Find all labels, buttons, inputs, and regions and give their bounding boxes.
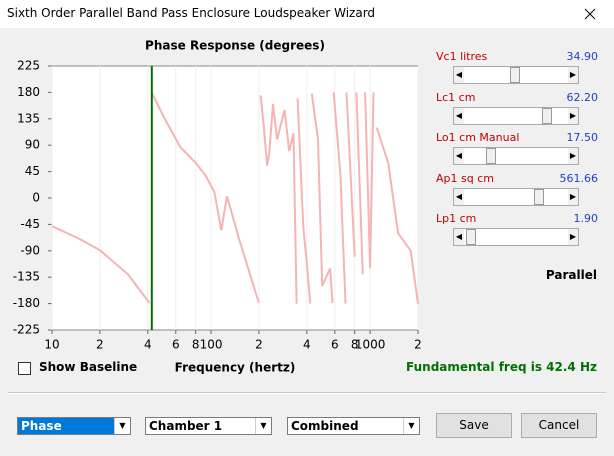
slider-value: 17.50 (566, 131, 599, 144)
x-tick-label: 2 (255, 338, 263, 352)
y-tick-label: 180 (17, 85, 40, 99)
slider[interactable]: ◀ ▶ (453, 66, 579, 84)
y-tick-label: -45 (20, 217, 40, 231)
separator (8, 392, 606, 394)
slider-arrow[interactable]: ▶ (568, 188, 578, 205)
y-tick-label: 90 (25, 138, 40, 152)
slider-label: Vc1 litres (436, 50, 488, 63)
slider-label: Lp1 cm (436, 212, 477, 225)
slider-arrow[interactable]: ◀ (454, 188, 464, 205)
x-tick-label: 4 (303, 338, 311, 352)
x-tick-label: 6 (172, 338, 180, 352)
plot-area (51, 65, 419, 331)
slider-arrow[interactable]: ◀ (454, 67, 464, 83)
slider-arrow[interactable]: ▶ (568, 107, 578, 124)
dropdown-arrow[interactable]: ▼ (255, 418, 271, 434)
slider[interactable]: ◀ ▶ (453, 187, 579, 206)
y-tick-label: -135 (13, 270, 40, 284)
x-axis-label: Frequency (hertz) (175, 361, 296, 375)
dropdown[interactable]: Phase ▼ (17, 417, 131, 435)
slider-value: 1.90 (573, 212, 599, 225)
slider-thumb[interactable] (542, 107, 552, 124)
dropdown-text: Combined (291, 419, 359, 433)
dropdown[interactable]: Chamber 1 ▼ (145, 417, 272, 435)
fundamental-label: Fundamental freq is 42.4 Hz (406, 360, 597, 374)
slider[interactable]: ◀ ▶ (453, 147, 579, 165)
window-title: Sixth Order Parallel Band Pass Enclosure… (7, 6, 376, 20)
slider-value: 561.66 (559, 171, 599, 185)
mode-label: Parallel (545, 268, 597, 282)
slider-arrow[interactable]: ◀ (454, 229, 464, 245)
checkbox-label[interactable]: Show Baseline (39, 360, 138, 374)
slider[interactable]: ◀ ▶ (453, 106, 579, 125)
title-bar: Sixth Order Parallel Band Pass Enclosure… (0, 0, 614, 28)
x-tick-label: 100 (200, 338, 223, 352)
x-tick-label: 10 (44, 338, 59, 352)
slider-arrow[interactable]: ◀ (454, 148, 464, 164)
button-text: Cancel (538, 418, 580, 432)
y-tick-label: -225 (13, 323, 40, 337)
chart-title: Phase Response (degrees) (145, 39, 325, 53)
y-tick-label: 225 (17, 59, 40, 73)
slider-label: Lc1 cm (436, 90, 476, 104)
slider-arrow[interactable]: ▶ (568, 148, 578, 164)
slider-arrow[interactable]: ◀ (454, 107, 464, 124)
x-tick-label: 8 (351, 338, 359, 352)
slider-value: 62.20 (566, 90, 599, 104)
y-tick-label: -180 (13, 296, 40, 310)
slider-thumb[interactable] (510, 67, 520, 83)
x-tick-label: 2 (96, 338, 104, 352)
slider-arrow[interactable]: ▶ (568, 67, 578, 83)
phase-line (51, 91, 419, 304)
slider-label: Lo1 cm Manual (436, 131, 520, 144)
slider-thumb[interactable] (486, 148, 496, 164)
y-tick-label: 0 (32, 191, 40, 205)
slider-value: 34.90 (566, 50, 599, 63)
dropdown-arrow[interactable]: ▼ (403, 418, 419, 434)
chart: Phase Response (degrees) Frequency (hert… (13, 39, 422, 375)
dropdown-arrow[interactable]: ▼ (114, 418, 130, 434)
slider-thumb[interactable] (534, 188, 544, 205)
dropdown-text: Chamber 1 (149, 419, 223, 433)
close-button[interactable] (584, 8, 596, 20)
button-text: Save (459, 418, 489, 432)
dropdown[interactable]: Combined ▼ (287, 417, 420, 435)
slider-label: Ap1 sq cm (436, 171, 494, 185)
y-tick-label: -90 (20, 243, 40, 257)
y-tick-label: 45 (25, 164, 40, 178)
x-tick-label: 2 (414, 338, 422, 352)
checkbox[interactable] (18, 362, 31, 375)
y-tick-label: 135 (17, 111, 40, 125)
slider-arrow[interactable]: ▶ (568, 229, 578, 245)
x-tick-label: 1000 (355, 338, 386, 352)
cancel-button[interactable]: Cancel (521, 413, 597, 438)
slider-thumb[interactable] (466, 229, 476, 245)
x-tick-label: 4 (144, 338, 152, 352)
slider[interactable]: ◀ ▶ (453, 228, 579, 246)
save-button[interactable]: Save (436, 413, 512, 438)
x-tick-label: 6 (331, 338, 339, 352)
x-tick-label: 8 (192, 338, 200, 352)
dropdown-text: Phase (21, 419, 62, 433)
